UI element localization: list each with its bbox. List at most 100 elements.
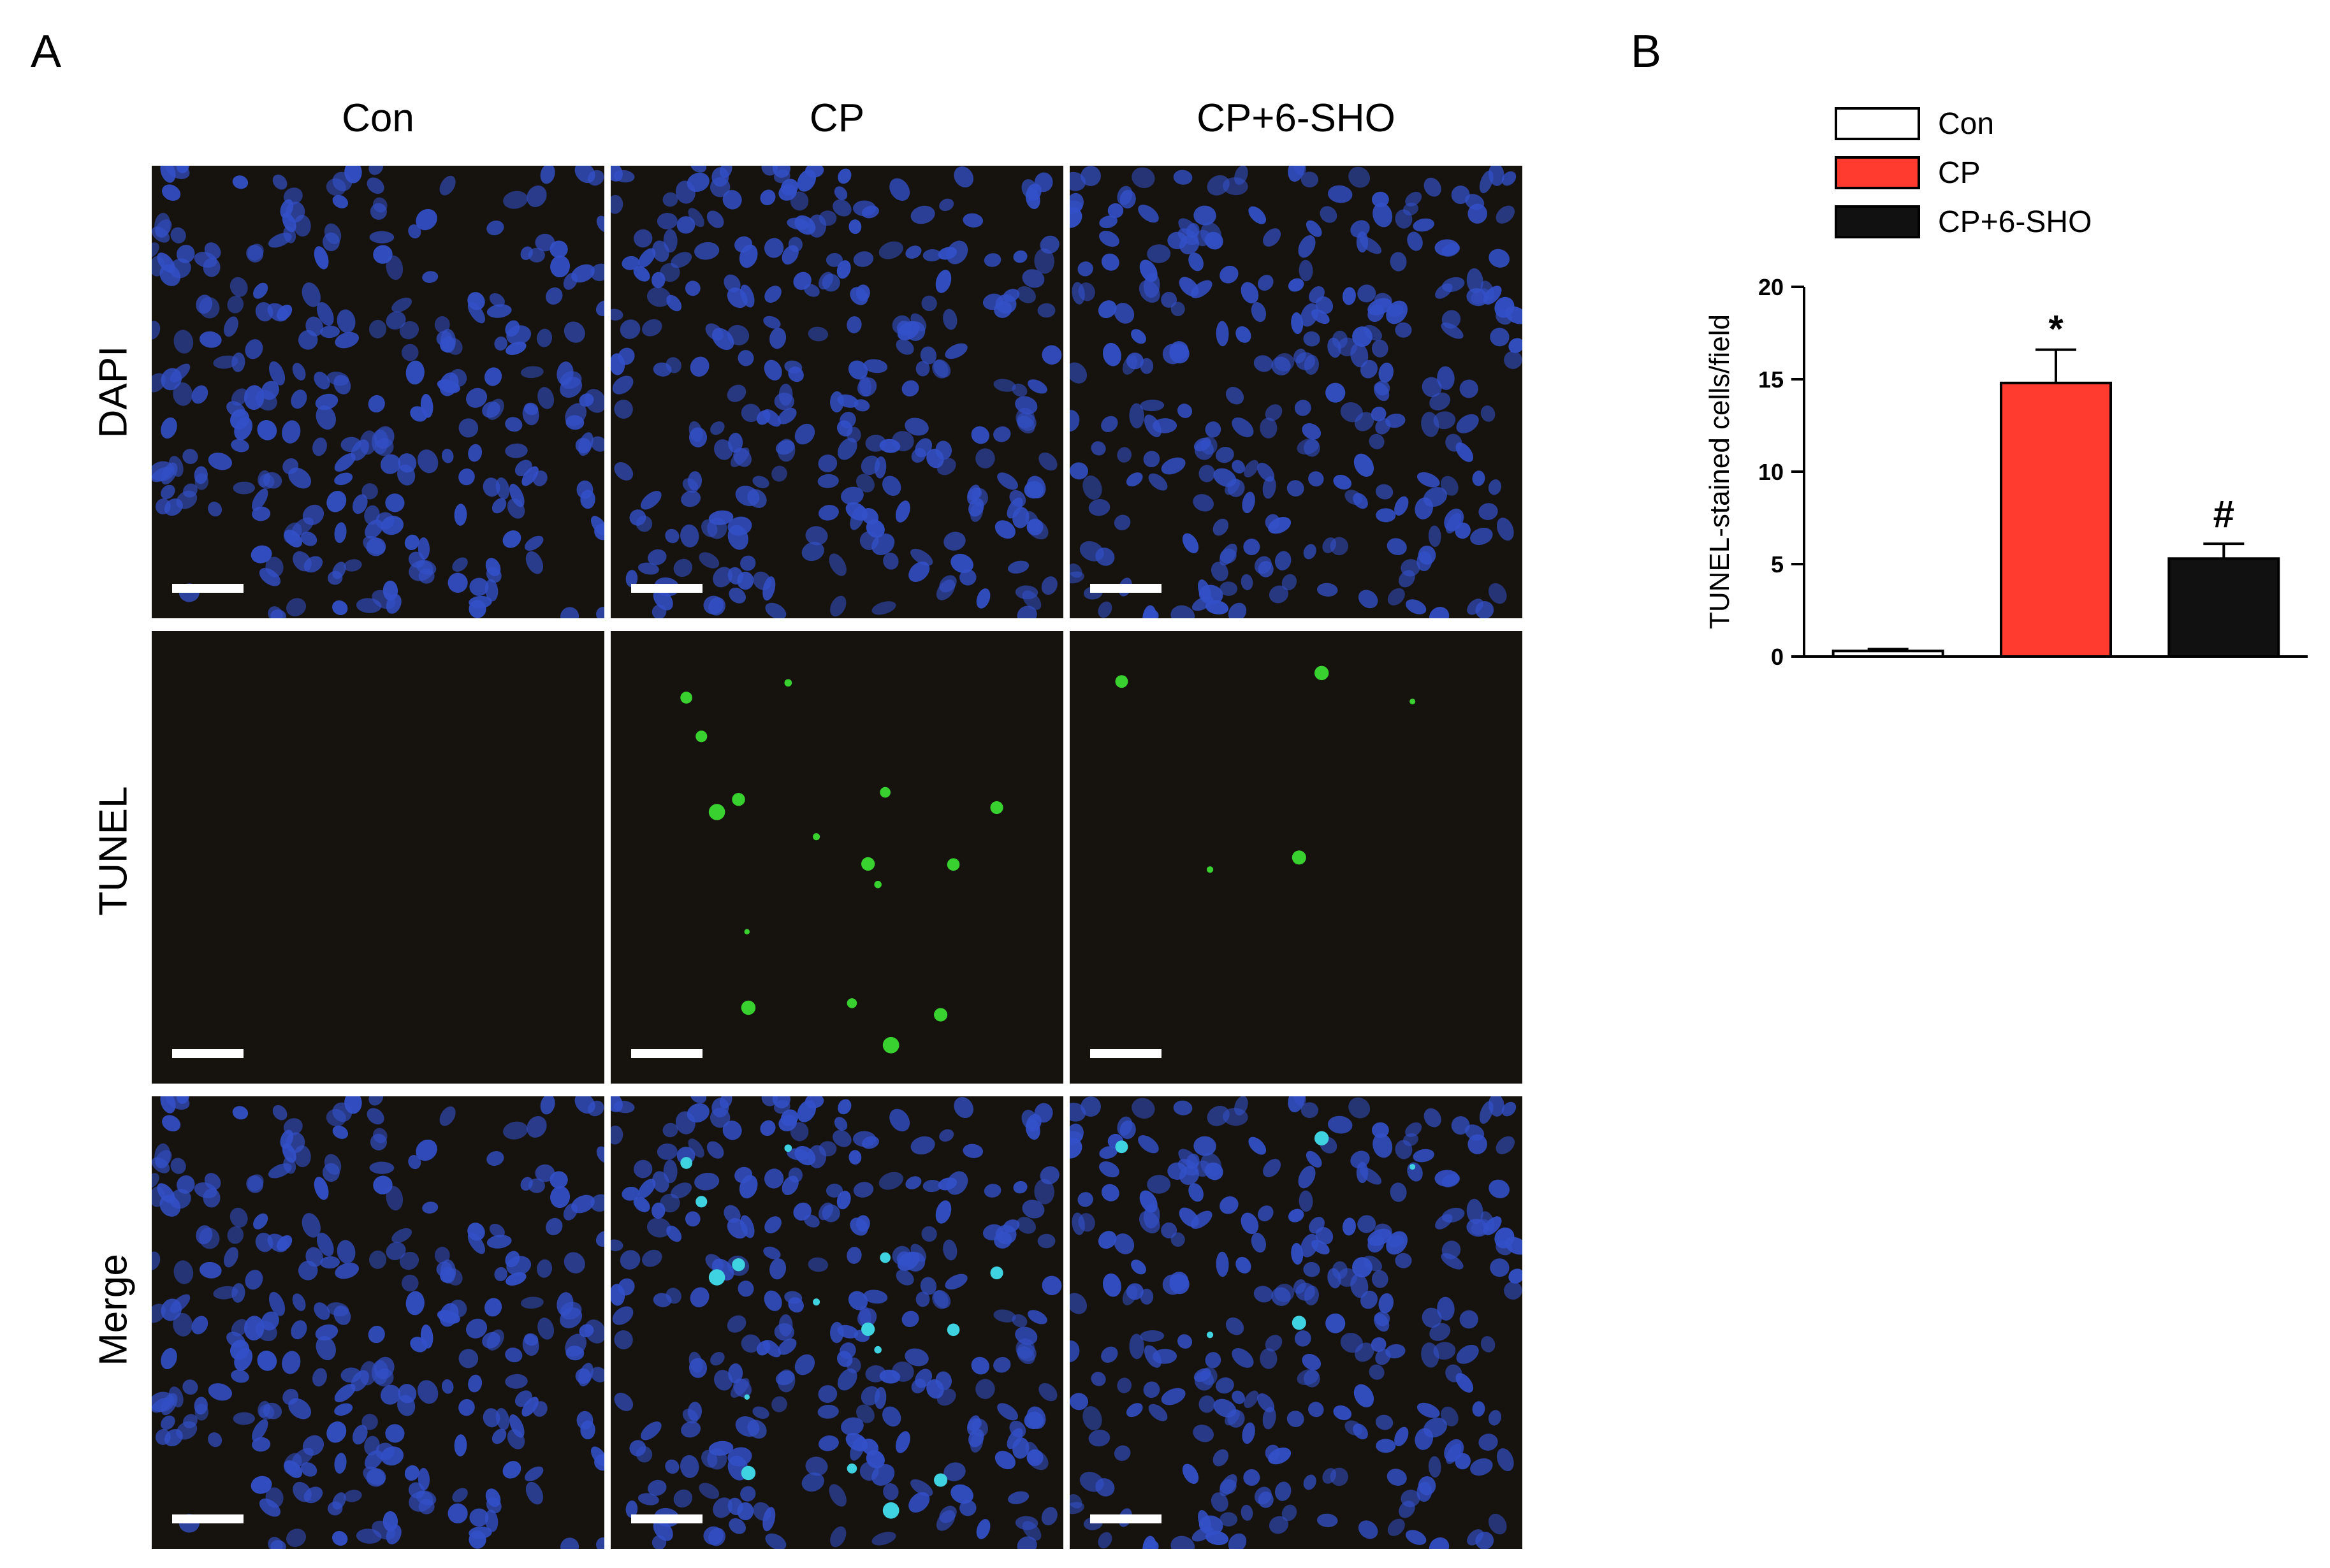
nucleus [647, 1479, 667, 1496]
nucleus [521, 466, 539, 486]
nucleus [1265, 404, 1283, 421]
nucleus [865, 434, 887, 452]
nucleus [883, 553, 899, 570]
nucleus [995, 294, 1017, 314]
nucleus [993, 379, 1016, 392]
nucleus [1016, 286, 1036, 303]
nucleus [385, 1424, 405, 1443]
nucleus [1207, 1105, 1230, 1126]
nucleus [1034, 1103, 1053, 1123]
nucleus [1114, 1445, 1131, 1461]
nucleus [575, 437, 592, 454]
nucleus [574, 1096, 595, 1114]
nucleus [231, 1369, 249, 1383]
nucleus [1470, 1458, 1493, 1476]
nucleus [826, 253, 843, 267]
nucleus [595, 300, 604, 317]
nucleus [1455, 442, 1474, 462]
nucleus [994, 1451, 1016, 1470]
nucleus [847, 316, 862, 333]
nucleus [245, 339, 263, 359]
nucleus [1371, 1122, 1389, 1138]
nucleus [1488, 479, 1502, 495]
nucleus [152, 1173, 159, 1189]
nucleus [741, 403, 761, 423]
nucleus [666, 1288, 681, 1304]
nucleus [1472, 1401, 1485, 1417]
nucleus [1360, 1290, 1378, 1309]
nucleus [699, 1483, 720, 1499]
nucleus [1444, 508, 1464, 532]
nucleus [1161, 291, 1177, 308]
nucleus [1394, 496, 1409, 516]
nucleus [208, 1432, 222, 1448]
nucleus [368, 1096, 384, 1106]
nucleus [611, 1239, 623, 1251]
nucleus [1200, 1152, 1222, 1177]
nucleus [1126, 1403, 1143, 1418]
nucleus [1423, 1108, 1441, 1128]
scale-bar [631, 584, 703, 593]
nucleus [1070, 1123, 1084, 1143]
nucleus [369, 1161, 395, 1174]
nucleus [637, 1493, 659, 1506]
nucleus [226, 1332, 245, 1348]
tunel-positive-spot [813, 1298, 820, 1306]
nucleus [1012, 1314, 1028, 1328]
nucleus [1258, 1492, 1274, 1508]
nucleus [1371, 1270, 1388, 1288]
nucleus [614, 400, 633, 419]
nucleus [173, 1260, 194, 1284]
nucleus [1387, 538, 1407, 555]
nucleus [252, 488, 268, 511]
nucleus [857, 377, 877, 397]
tunel-positive-spot [732, 1258, 745, 1272]
nucleus [737, 571, 754, 590]
tunel-bar-chart: Con CP CP+6-SHO 0 5 10 15 20 TUNEL-stained cells… [1657, 89, 2320, 701]
nucleus [764, 286, 782, 303]
nucleus [854, 399, 870, 412]
nucleus [263, 472, 282, 489]
nucleus [970, 1432, 984, 1453]
nucleus [1034, 172, 1053, 192]
tunel-positive-spot [1206, 1332, 1214, 1339]
nucleus [255, 301, 273, 322]
nucleus [856, 474, 875, 493]
nucleus [837, 1325, 859, 1339]
nucleus [1139, 1210, 1160, 1234]
nucleus [596, 1146, 604, 1163]
nucleus [1173, 1100, 1193, 1115]
nucleus [1072, 1212, 1085, 1235]
nucleus [773, 1100, 790, 1114]
nucleus [1337, 337, 1357, 356]
nucleus [440, 1259, 456, 1284]
nucleus [657, 212, 678, 229]
nucleus [495, 477, 510, 500]
nucleus [818, 454, 838, 472]
micrograph-merge-con [152, 1096, 604, 1549]
nucleus [298, 330, 318, 350]
nucleus [1373, 382, 1390, 402]
nucleus [714, 1370, 733, 1391]
nucleus [963, 213, 984, 228]
nucleus [1198, 584, 1223, 605]
nucleus [611, 166, 623, 182]
nucleus [688, 208, 704, 228]
micrograph-image [680, 679, 1003, 1054]
nucleus [739, 1175, 758, 1199]
nucleus [1038, 1383, 1058, 1402]
nucleus [1015, 396, 1038, 414]
nucleus [1099, 1146, 1118, 1159]
nucleus [1161, 457, 1186, 475]
nucleus [505, 443, 528, 458]
nucleus [833, 1129, 852, 1147]
nucleus [1200, 222, 1222, 247]
nucleus [863, 359, 888, 374]
nucleus [1070, 1102, 1086, 1122]
nucleus [272, 1105, 288, 1121]
nucleus [326, 372, 349, 386]
nucleus [896, 1270, 914, 1286]
nucleus [168, 456, 184, 477]
nucleus [729, 1518, 746, 1534]
nucleus [1117, 1377, 1132, 1393]
